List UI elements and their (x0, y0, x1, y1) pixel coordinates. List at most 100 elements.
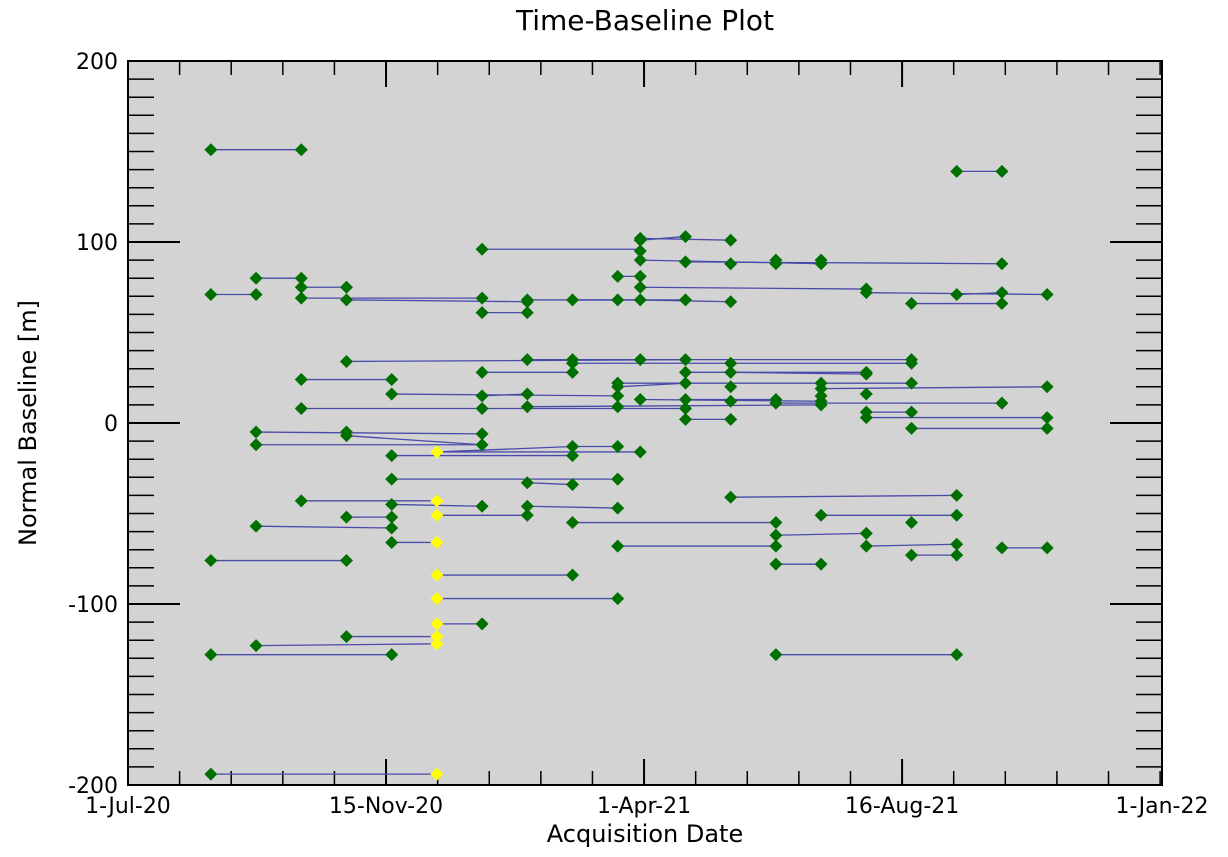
acquisition-point (204, 648, 218, 662)
acquisition-point (339, 510, 353, 524)
acquisition-point (950, 488, 964, 502)
acquisition-point (565, 449, 579, 463)
acquisition-point (565, 516, 579, 530)
acquisition-point (611, 592, 625, 606)
y-tick-labels: 200 100 0 -100 -200 (68, 50, 118, 799)
baseline-connection (527, 505, 618, 509)
acquisition-point (385, 648, 399, 662)
x-tick-label: 1-Apr-21 (597, 794, 691, 819)
x-tick-label: 1-Jul-20 (85, 794, 171, 819)
acquisition-point (724, 233, 738, 247)
acquisition-point (385, 521, 399, 535)
acquisition-point (204, 143, 218, 157)
reference-point (430, 767, 444, 781)
acquisition-point (1040, 421, 1054, 435)
acquisition-point (475, 242, 489, 256)
acquisition-point (565, 356, 579, 370)
acquisition-point (520, 400, 534, 414)
acquisition-point (814, 398, 828, 412)
acquisition-point (859, 411, 873, 425)
acquisition-point (905, 297, 919, 311)
acquisition-point (814, 557, 828, 571)
acquisition-point (565, 568, 579, 582)
baseline-connection (346, 299, 528, 303)
acquisition-point (905, 516, 919, 530)
reference-point (430, 535, 444, 549)
acquisition-point (1040, 541, 1054, 555)
reference-point (430, 568, 444, 582)
acquisition-point (475, 438, 489, 452)
acquisition-point (294, 143, 308, 157)
acquisition-point (995, 164, 1009, 178)
baseline-connection (640, 235, 686, 241)
reference-point (430, 592, 444, 606)
acquisition-point (678, 230, 692, 244)
acquisition-point (249, 519, 263, 533)
acquisition-point (1040, 380, 1054, 394)
baseline-connection (821, 386, 1048, 390)
acquisition-point (339, 630, 353, 644)
acquisition-point (294, 291, 308, 305)
reference-point (430, 494, 444, 508)
acquisition-point (611, 293, 625, 307)
acquisition-point (611, 440, 625, 454)
acquisition-point (611, 400, 625, 414)
acquisition-point (769, 528, 783, 542)
plot-area (127, 60, 1163, 786)
acquisition-point (294, 494, 308, 508)
y-tick-label: 100 (76, 231, 118, 256)
acquisition-point (724, 257, 738, 271)
acquisition-point (611, 380, 625, 394)
acquisition-point (475, 617, 489, 631)
acquisition-point (520, 293, 534, 307)
acquisition-point (859, 526, 873, 540)
acquisition-point (950, 648, 964, 662)
acquisition-point (249, 438, 263, 452)
acquisition-point (204, 767, 218, 781)
y-tick-label: 0 (104, 412, 118, 437)
acquisition-point (475, 402, 489, 416)
acquisition-point (724, 412, 738, 426)
acquisition-point (565, 478, 579, 492)
acquisition-point (633, 253, 647, 267)
reference-point (430, 508, 444, 522)
acquisition-point (385, 387, 399, 401)
acquisition-point (204, 554, 218, 568)
acquisition-point (611, 269, 625, 283)
acquisition-point (633, 233, 647, 247)
x-axis-label: Acquisition Date (547, 820, 743, 848)
acquisition-point (678, 402, 692, 416)
acquisition-point (294, 402, 308, 416)
x-tick-labels: 1-Jul-20 15-Nov-20 1-Apr-21 16-Aug-21 1-Jan-… (85, 794, 1208, 819)
acquisition-point (995, 297, 1009, 311)
acquisition-point (339, 354, 353, 368)
acquisition-point (905, 376, 919, 390)
acquisition-point (950, 508, 964, 522)
acquisition-point (385, 373, 399, 387)
acquisition-point (475, 291, 489, 305)
acquisition-point (678, 412, 692, 426)
y-tick-label: -200 (68, 774, 118, 799)
x-tick-label: 15-Nov-20 (329, 794, 443, 819)
acquisition-point (678, 392, 692, 406)
y-tick-label: -100 (68, 593, 118, 618)
acquisition-point (475, 389, 489, 403)
acquisition-point (769, 539, 783, 553)
acquisition-point (995, 396, 1009, 410)
acquisition-point (950, 287, 964, 301)
y-axis-label: Normal Baseline [m] (14, 300, 42, 546)
acquisition-point (678, 376, 692, 390)
baseline-connection (482, 393, 528, 397)
acquisition-point (859, 387, 873, 401)
baseline-connection (866, 543, 957, 547)
acquisition-point (859, 286, 873, 300)
acquisition-point (769, 557, 783, 571)
acquisition-point (769, 516, 783, 530)
acquisition-point (475, 427, 489, 441)
acquisition-point (204, 287, 218, 301)
acquisition-point (633, 293, 647, 307)
baseline-connection (730, 494, 957, 498)
acquisition-point (769, 257, 783, 271)
baseline-connection (256, 525, 392, 529)
acquisition-point (520, 387, 534, 401)
